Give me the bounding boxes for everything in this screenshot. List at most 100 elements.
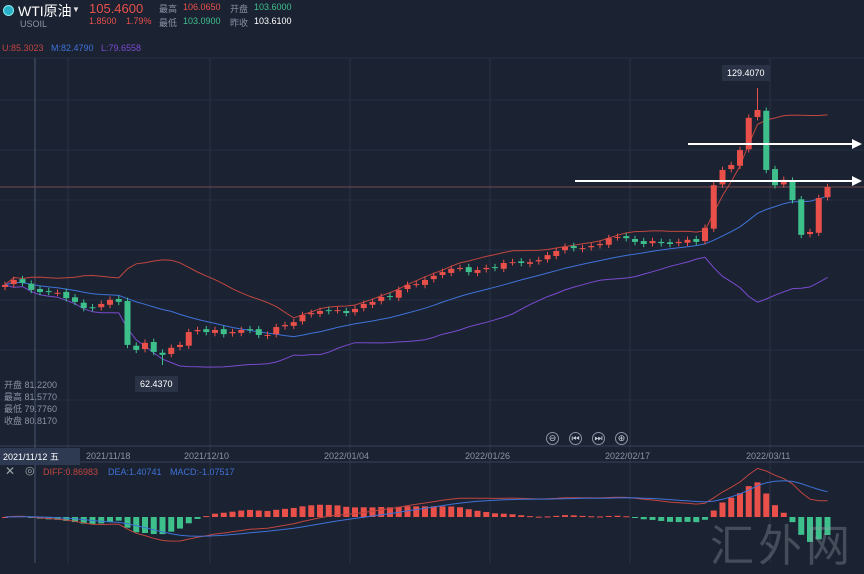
candle: [597, 243, 603, 246]
macd-bar: [142, 517, 148, 533]
candle: [535, 260, 542, 262]
open-label: 开盘: [230, 4, 249, 14]
candle: [352, 308, 358, 313]
candle: [588, 246, 595, 248]
candle: [763, 110, 770, 170]
scroll-right-button[interactable]: ⏭: [592, 432, 605, 445]
annotation-arrow-head: [852, 139, 862, 149]
candle: [264, 334, 271, 336]
macd-bar: [439, 506, 446, 517]
candle: [133, 345, 140, 350]
candle: [229, 332, 236, 334]
candle: [614, 236, 621, 238]
candle: [247, 329, 253, 331]
candle: [378, 296, 385, 302]
zoom-out-button[interactable]: ⊖: [546, 432, 559, 445]
candle: [142, 342, 148, 350]
symbol-code: USOIL: [20, 19, 48, 29]
crosshair-close: 收盘 80.8170: [4, 416, 58, 426]
candle: [343, 310, 350, 314]
macd-bar: [413, 506, 420, 517]
macd-bar: [544, 516, 551, 518]
band-lower-legend: L:79.6558: [101, 43, 142, 53]
candle: [754, 109, 761, 117]
macd-bar: [675, 517, 682, 523]
x-tick-label: 2022/01/26: [465, 451, 511, 461]
macd-bar: [640, 517, 647, 520]
x-tick-label: 2021/11/18: [86, 451, 131, 461]
macd-bar: [789, 517, 796, 523]
macd-bar: [343, 506, 350, 517]
candle: [395, 289, 402, 298]
chevron-down-icon[interactable]: ▼: [72, 5, 80, 14]
macd-bar: [632, 517, 638, 518]
candle: [255, 329, 262, 335]
candle: [325, 310, 332, 312]
price-change-pct: 1.79%: [126, 16, 152, 26]
candle: [527, 262, 533, 264]
candle: [605, 238, 612, 245]
macd-bar: [745, 486, 752, 517]
candle: [369, 301, 376, 305]
candle: [789, 180, 796, 201]
macd-bar: [290, 507, 297, 517]
candle: [675, 241, 682, 244]
annotation-arrow-head: [852, 176, 862, 186]
candle: [422, 279, 428, 285]
macd-bar: [702, 517, 708, 520]
symbol-icon: [3, 5, 14, 16]
macd-bar: [247, 509, 253, 517]
candle: [457, 267, 463, 269]
candle: [684, 239, 691, 243]
candle: [317, 310, 323, 314]
macd-bar: [282, 508, 288, 517]
macd-bar: [194, 517, 201, 519]
candle: [667, 242, 673, 244]
macd-bar: [553, 515, 560, 517]
candle: [238, 329, 245, 333]
zoom-in-button[interactable]: ⊕: [615, 432, 628, 445]
last-price: 105.4600: [89, 1, 144, 16]
scroll-left-button[interactable]: ⏮: [569, 432, 582, 445]
candle: [413, 284, 420, 286]
close-icon[interactable]: ✕: [5, 464, 16, 478]
macd-bar: [203, 516, 210, 518]
min-price-label: 62.4370: [135, 376, 178, 392]
candle: [553, 250, 560, 256]
candle: [360, 303, 367, 309]
macd-bar: [562, 515, 568, 517]
candle: [10, 279, 17, 285]
macd-bar: [798, 517, 805, 535]
low-value: 103.0900: [183, 16, 221, 26]
macd-bar: [474, 510, 481, 517]
candle: [430, 275, 437, 280]
candle: [702, 227, 708, 242]
candle: [509, 262, 516, 264]
macd-bar: [220, 512, 227, 517]
macd-bar: [185, 517, 192, 524]
macd-bar: [124, 517, 131, 528]
candle: [483, 267, 490, 270]
candle: [159, 352, 166, 355]
candle: [807, 231, 813, 235]
x-tick-label: 2022/02/17: [605, 451, 651, 461]
x-tick-label: 2022/01/04: [324, 451, 370, 461]
candle: [579, 248, 586, 250]
macd-bar: [308, 505, 315, 517]
candle: [203, 329, 210, 333]
macd-bar: [299, 506, 306, 517]
macd-bar: [597, 516, 603, 518]
candle: [439, 272, 446, 275]
candle: [570, 246, 577, 249]
macd-bar: [54, 517, 61, 520]
instrument-title[interactable]: WTI原油: [18, 3, 72, 19]
candle: [282, 325, 288, 327]
macd-bar: [159, 517, 166, 535]
macd-bar: [483, 511, 490, 517]
candle: [72, 297, 78, 302]
candle: [404, 284, 411, 290]
macd-bar: [404, 506, 411, 517]
macd-bar: [352, 507, 358, 517]
settings-icon[interactable]: ◎: [25, 465, 35, 477]
